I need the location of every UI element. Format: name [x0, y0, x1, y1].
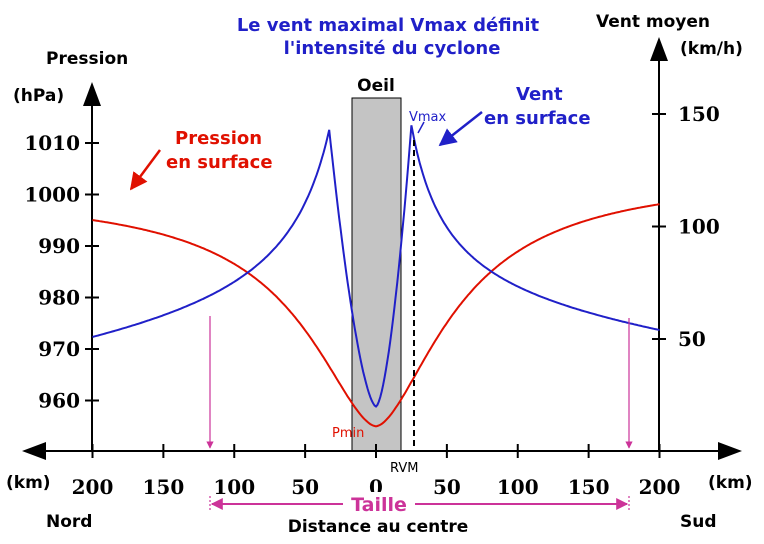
left-axis-label-line2: (hPa)	[13, 86, 64, 106]
right-axis-arrow	[650, 37, 668, 61]
right-axis-label-line2: (km/h)	[680, 39, 743, 59]
rvm-label: RVM	[390, 461, 418, 476]
x-axis-ticks: 200 150 100 50 0 50 100 150 200	[72, 444, 681, 499]
vmax-pointer-line	[417, 121, 425, 134]
x-tick-label: 100	[213, 475, 255, 499]
x-tick-label: 50	[433, 475, 461, 499]
x-axis-right-arrow	[718, 442, 742, 460]
wind-label-line1: Vent	[516, 84, 563, 105]
x-axis-left-arrow	[22, 442, 46, 460]
right-tick-label: 100	[678, 215, 720, 239]
left-tick-label: 990	[38, 234, 80, 258]
title-line2: l'intensité du cyclone	[284, 38, 501, 59]
left-axis-label-line1: Pression	[46, 49, 128, 69]
pmin-label: Pmin	[332, 426, 364, 441]
pressure-curve	[92, 203, 660, 428]
x-left-end-label: Nord	[46, 512, 92, 532]
left-tick-label: 980	[38, 286, 80, 310]
left-tick-label: 1000	[24, 183, 80, 207]
axes	[22, 37, 742, 460]
x-right-end-label: Sud	[680, 512, 717, 532]
x-center-label: Distance au centre	[288, 517, 469, 537]
x-tick-label: 200	[72, 475, 114, 499]
left-axis-arrow	[83, 82, 101, 106]
pressure-pointer-arrow	[129, 149, 162, 191]
x-unit-right: (km)	[708, 473, 753, 493]
right-tick-label: 50	[678, 327, 706, 351]
x-tick-label: 150	[143, 475, 185, 499]
wind-pointer-arrow	[438, 111, 483, 147]
left-tick-label: 960	[38, 389, 80, 413]
eye-label: Oeil	[357, 76, 395, 96]
right-axis-ticks: 150 100 50	[652, 102, 720, 351]
vmax-label: Vmax	[409, 110, 447, 125]
right-axis-label-line1: Vent moyen	[596, 12, 710, 32]
size-label: Taille	[351, 494, 407, 516]
eye-band	[351, 97, 402, 452]
x-tick-label: 150	[568, 475, 610, 499]
x-tick-label: 200	[639, 475, 681, 499]
x-unit-left: (km)	[6, 473, 51, 493]
left-tick-label: 1010	[24, 131, 80, 155]
x-tick-label: 100	[497, 475, 539, 499]
wind-curve	[92, 125, 660, 408]
size-label-bg	[343, 492, 415, 516]
pressure-label-line2: en surface	[166, 152, 273, 173]
title-line1: Le vent maximal Vmax définit	[237, 15, 540, 36]
left-axis-ticks: 1010 1000 990 980 970 960	[24, 131, 99, 413]
wind-label-line2: en surface	[484, 108, 591, 129]
x-tick-label: 50	[291, 475, 319, 499]
right-tick-label: 150	[678, 102, 720, 126]
pressure-label-line1: Pression	[175, 128, 262, 149]
left-tick-label: 970	[38, 337, 80, 361]
